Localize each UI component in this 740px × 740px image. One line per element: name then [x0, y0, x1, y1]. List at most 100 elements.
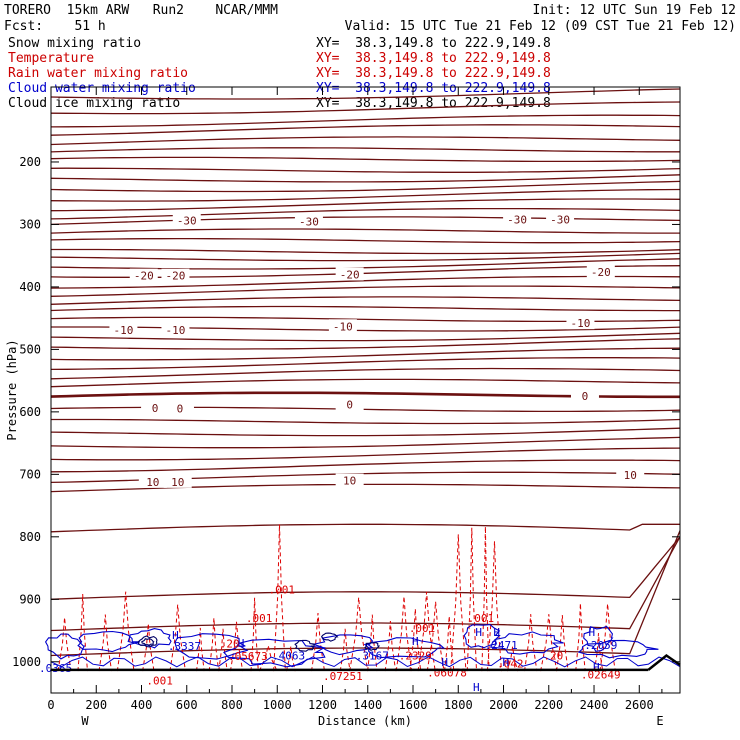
- header-valid-time: Valid: 15 UTC Tue 21 Feb 12 (09 CST Tue …: [344, 19, 736, 34]
- cloud-ice-contour: [294, 639, 316, 652]
- rain-contour: [444, 616, 455, 672]
- x-tick-label: 1400: [353, 698, 382, 712]
- header-model-run: TORERO 15km ARW Run2 NCAR/MMM: [4, 3, 278, 18]
- rain-contour-label: .20: [543, 650, 563, 663]
- temperature-isotherm: [50, 252, 681, 262]
- temperature-isotherm-low: [50, 536, 681, 600]
- cloud-water-contour: [222, 638, 326, 668]
- cloud-contour-label: .2471: [485, 639, 518, 652]
- temp-label-bg: [335, 267, 364, 281]
- cloud-ice-contour: [137, 635, 158, 648]
- rain-contour: [417, 591, 436, 672]
- temp-label-bg: [163, 474, 192, 488]
- temperature-isotherm: [50, 101, 681, 115]
- rain-contour: [486, 541, 502, 672]
- rain-contour: [426, 601, 445, 672]
- high-marker: H: [493, 626, 500, 639]
- y-tick-label: 400: [19, 280, 41, 294]
- rain-contour: [540, 614, 558, 672]
- temperature-contour-label: -30: [177, 215, 197, 228]
- cloud-contour-label: .2059: [584, 639, 617, 652]
- temperature-isotherm: [50, 180, 681, 193]
- rain-contour-label: .001: [409, 622, 436, 635]
- temperature-contour-label: -10: [113, 324, 133, 337]
- temp-label-bg: [138, 474, 167, 488]
- temperature-isotherm: [50, 338, 681, 350]
- temp-label-bg: [335, 473, 364, 487]
- rain-contour-label: .05673: [228, 650, 268, 663]
- y-tick-label: 1000: [12, 655, 41, 669]
- plot-frame: [50, 86, 681, 694]
- temp-label-bg: [616, 467, 645, 481]
- x-axis-title: Distance (km): [318, 714, 412, 728]
- rain-contour: [349, 597, 369, 672]
- y-tick-label: 300: [19, 217, 41, 231]
- temp-label-bg: [586, 264, 615, 278]
- high-marker: H: [475, 626, 482, 639]
- temperature-isotherm: [50, 447, 681, 461]
- high-marker: H: [593, 661, 600, 674]
- x-tick-label: 0: [47, 698, 54, 712]
- temperature-isotherm: [50, 357, 681, 371]
- east-label: E: [656, 714, 663, 728]
- rain-contour: [77, 593, 88, 672]
- cloud-water-contour: [127, 628, 172, 649]
- temp-label-bg: [335, 397, 364, 411]
- x-tick-label: 2600: [625, 698, 654, 712]
- temperature-isotherm: [50, 147, 680, 153]
- high-marker: H: [441, 656, 448, 669]
- temperature-isotherm: [50, 367, 681, 380]
- temperature-isotherm-low: [50, 536, 681, 632]
- temperature-isotherm: [50, 275, 681, 289]
- temperature-isotherm: [50, 427, 681, 437]
- legend-cloudwater-xy: XY= 38.3,149.8 to 222.9,149.8: [316, 81, 551, 96]
- rain-contour: [98, 614, 113, 672]
- rain-contour: [311, 612, 325, 672]
- x-tick-label: 1800: [444, 698, 473, 712]
- cloud-water-contour: [490, 631, 564, 655]
- temperature-contour-label: -20: [166, 270, 186, 283]
- temperature-isotherm: [50, 167, 681, 173]
- rain-contour: [250, 597, 259, 672]
- legend-rain-name: Rain water mixing ratio: [8, 66, 189, 81]
- rain-contour: [466, 527, 477, 672]
- temperature-isotherm: [50, 237, 681, 244]
- header-forecast-hour: Fcst: 51 h: [4, 19, 106, 34]
- y-tick-label: 600: [19, 405, 41, 419]
- rain-contour-label: .07251: [323, 670, 363, 683]
- temperature-contour-label: 10: [624, 469, 637, 482]
- cloud-water-contour: [77, 630, 141, 653]
- rain-contour: [481, 526, 490, 672]
- cloud-ice-contour: [320, 632, 339, 642]
- rain-contour: [142, 623, 155, 672]
- temperature-isotherm: [50, 459, 681, 473]
- x-tick-label: 600: [176, 698, 198, 712]
- temperature-isotherm: [50, 156, 681, 163]
- temperature-isotherm: [50, 285, 681, 297]
- temperature-isotherm: [50, 114, 681, 128]
- temperature-isotherm: [50, 305, 680, 312]
- x-tick-label: 1000: [263, 698, 292, 712]
- rain-contour-label: .001: [246, 612, 273, 625]
- temperature-isotherm: [50, 174, 681, 183]
- rain-contour-label: .001: [269, 583, 296, 596]
- temperature-isotherm: [50, 124, 681, 136]
- legend-rain-xy: XY= 38.3,149.8 to 222.9,149.8: [316, 66, 551, 81]
- temperature-contour-label: -20: [591, 266, 611, 279]
- rain-contour: [450, 534, 467, 672]
- temp-label-bg: [294, 214, 323, 228]
- cloud-water-contour: [463, 624, 501, 649]
- rain-contour: [384, 620, 397, 672]
- high-marker: H: [172, 629, 179, 642]
- x-tick-label: 800: [221, 698, 243, 712]
- rain-contour-label: .20: [220, 638, 240, 651]
- high-marker: H: [238, 637, 245, 650]
- cloud-water-contour: [174, 633, 249, 660]
- temp-label-bg: [570, 389, 599, 403]
- x-tick-label: 400: [131, 698, 153, 712]
- y-tick-label: 500: [19, 342, 41, 356]
- temperature-contour-label: -20: [340, 268, 360, 281]
- cloud-contour-label: .4063: [272, 650, 305, 663]
- x-tick-label: 2400: [580, 698, 609, 712]
